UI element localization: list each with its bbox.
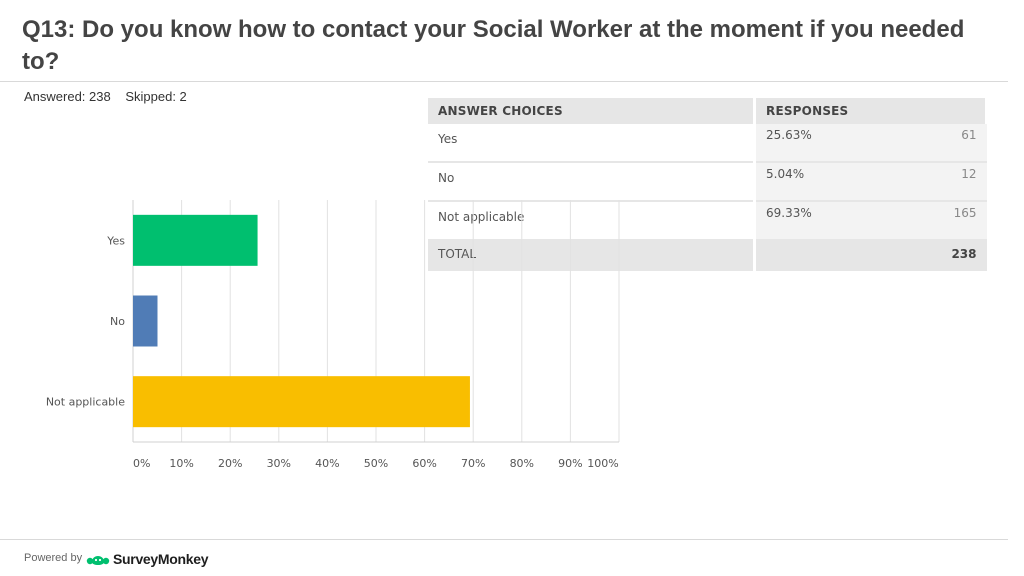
table-header-row: ANSWER CHOICES RESPONSES — [428, 98, 988, 124]
total-spacer — [754, 240, 894, 271]
row-choice: No — [428, 162, 756, 202]
bar-chart: 0% 10% 20% 30% 40% 50% 60% 70% 80% 90% 100% Yes No No… — [46, 200, 620, 470]
x-tick-label: 40% — [315, 457, 339, 470]
total-count: 238 — [893, 240, 987, 271]
surveymonkey-logo: SurveyMonkey — [86, 548, 209, 570]
answered-count: Answered: 238 — [24, 89, 111, 104]
title-divider — [0, 81, 1008, 82]
category-label: Not applicable — [46, 396, 125, 409]
response-stats: Answered: 238 Skipped: 2 — [24, 89, 198, 104]
row-choice: Yes — [428, 124, 756, 163]
table-row: Yes 25.63% 61 — [428, 124, 987, 163]
responses-table: ANSWER CHOICES RESPONSES Yes 25.63% 61 N… — [428, 98, 988, 271]
x-tick-label: 80% — [510, 457, 534, 470]
row-percent: 5.04% — [754, 162, 894, 202]
x-tick-label: 50% — [364, 457, 388, 470]
bar — [133, 376, 470, 428]
row-count: 165 — [893, 201, 987, 241]
header-answer-choices: ANSWER CHOICES — [428, 98, 756, 124]
skipped-count: Skipped: 2 — [125, 89, 187, 104]
header-responses: RESPONSES — [754, 98, 988, 124]
x-tick-label: 70% — [461, 457, 485, 470]
bar — [133, 295, 158, 347]
x-tick-label: 90% — [558, 457, 582, 470]
row-choice: Not applicable — [428, 201, 756, 241]
row-count: 61 — [893, 124, 987, 163]
row-percent: 25.63% — [754, 124, 894, 163]
row-count: 12 — [893, 162, 987, 202]
total-row: TOTAL 238 — [428, 240, 987, 271]
x-tick-label: 10% — [169, 457, 193, 470]
category-label: Yes — [106, 234, 125, 247]
total-label: TOTAL — [428, 240, 756, 271]
table-row: Not applicable 69.33% 165 — [428, 201, 987, 241]
x-tick-label: 20% — [218, 457, 242, 470]
table-row: No 5.04% 12 — [428, 162, 987, 202]
category-label: No — [110, 315, 125, 328]
surveymonkey-brand: SurveyMonkey — [113, 551, 209, 567]
bar — [133, 214, 258, 266]
x-tick-label: 60% — [412, 457, 436, 470]
question-title: Q13: Do you know how to contact your Soc… — [22, 16, 965, 75]
x-tick-label: 30% — [267, 457, 291, 470]
row-percent: 69.33% — [754, 201, 894, 241]
powered-by-label: Powered by — [24, 552, 83, 564]
footer-divider — [0, 539, 1008, 540]
surveymonkey-icon — [86, 556, 110, 565]
x-tick-label: 100% — [587, 457, 618, 470]
x-tick-label: 0% — [133, 457, 150, 470]
